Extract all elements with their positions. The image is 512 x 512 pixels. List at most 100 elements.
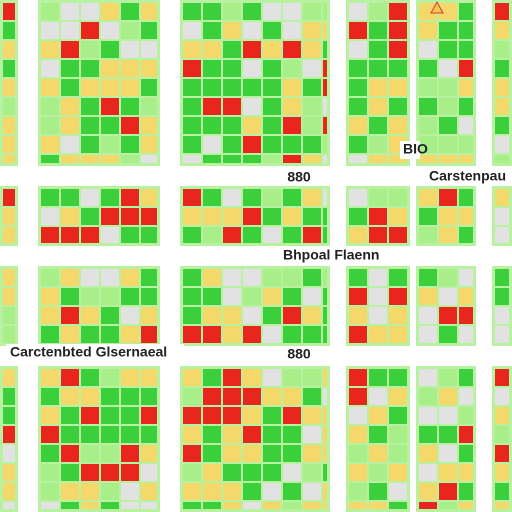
cell <box>81 136 99 153</box>
cell <box>439 464 457 481</box>
cell <box>459 227 473 243</box>
cell <box>495 117 509 134</box>
cell <box>439 307 457 324</box>
cell <box>81 288 99 305</box>
cell <box>121 464 139 481</box>
cell <box>389 60 407 77</box>
cell <box>369 326 387 343</box>
cell <box>183 136 201 153</box>
cell <box>283 407 301 424</box>
cell <box>101 307 119 324</box>
cell <box>203 426 221 443</box>
cell <box>369 117 387 134</box>
cell <box>349 369 367 386</box>
cell <box>369 369 387 386</box>
cell <box>419 269 437 286</box>
cell <box>283 388 301 405</box>
cell <box>81 483 99 500</box>
cell <box>81 155 99 163</box>
cell <box>323 60 327 77</box>
cell <box>223 98 241 115</box>
cell <box>419 326 437 343</box>
cell <box>389 502 407 509</box>
cell <box>183 117 201 134</box>
cell <box>101 117 119 134</box>
cell <box>61 189 79 206</box>
cell <box>369 483 387 500</box>
cell <box>495 269 509 286</box>
cell <box>459 288 473 305</box>
cell <box>323 269 327 286</box>
cell <box>61 426 79 443</box>
cell <box>389 155 407 163</box>
cell <box>495 502 509 509</box>
cell <box>323 208 327 225</box>
cell <box>349 307 367 324</box>
cell <box>263 464 281 481</box>
cell <box>263 208 281 225</box>
cell <box>349 407 367 424</box>
cell <box>243 369 261 386</box>
cell <box>61 136 79 153</box>
cell <box>389 79 407 96</box>
cell <box>101 288 119 305</box>
cell <box>283 445 301 462</box>
cell <box>263 189 281 206</box>
label-bg <box>278 247 393 265</box>
cell <box>3 369 15 386</box>
cell <box>459 388 473 405</box>
cell <box>439 326 457 343</box>
cell <box>3 407 15 424</box>
cell <box>243 98 261 115</box>
cell <box>459 3 473 20</box>
cell <box>369 288 387 305</box>
cell <box>439 426 457 443</box>
cell <box>183 98 201 115</box>
cell <box>183 269 201 286</box>
cell <box>349 208 367 225</box>
cell <box>283 269 301 286</box>
cell <box>41 407 59 424</box>
side-label: BIO <box>403 141 428 157</box>
cell <box>369 445 387 462</box>
cell <box>389 464 407 481</box>
cell <box>439 41 457 58</box>
cell <box>121 22 139 39</box>
cell <box>323 483 327 500</box>
cell <box>303 502 321 509</box>
cell <box>243 79 261 96</box>
cell <box>203 326 221 343</box>
cell <box>439 269 457 286</box>
cell <box>81 60 99 77</box>
cell <box>3 269 15 286</box>
cell <box>323 426 327 443</box>
cell <box>323 227 327 243</box>
cell <box>303 445 321 462</box>
cell <box>459 307 473 324</box>
cell <box>349 136 367 153</box>
cell <box>61 269 79 286</box>
cell <box>389 307 407 324</box>
cell <box>3 388 15 405</box>
cell <box>141 307 157 324</box>
cell <box>121 445 139 462</box>
cell <box>61 79 79 96</box>
cell <box>303 22 321 39</box>
cell <box>101 426 119 443</box>
cell <box>183 326 201 343</box>
cell <box>183 288 201 305</box>
cell <box>141 3 157 20</box>
cell <box>61 307 79 324</box>
cell <box>243 307 261 324</box>
cell <box>41 445 59 462</box>
cell <box>303 388 321 405</box>
cell <box>283 326 301 343</box>
cell <box>81 502 99 509</box>
cell <box>203 3 221 20</box>
cell <box>101 136 119 153</box>
cell <box>419 79 437 96</box>
cell <box>283 369 301 386</box>
cell <box>263 369 281 386</box>
cell <box>389 288 407 305</box>
cell <box>81 79 99 96</box>
